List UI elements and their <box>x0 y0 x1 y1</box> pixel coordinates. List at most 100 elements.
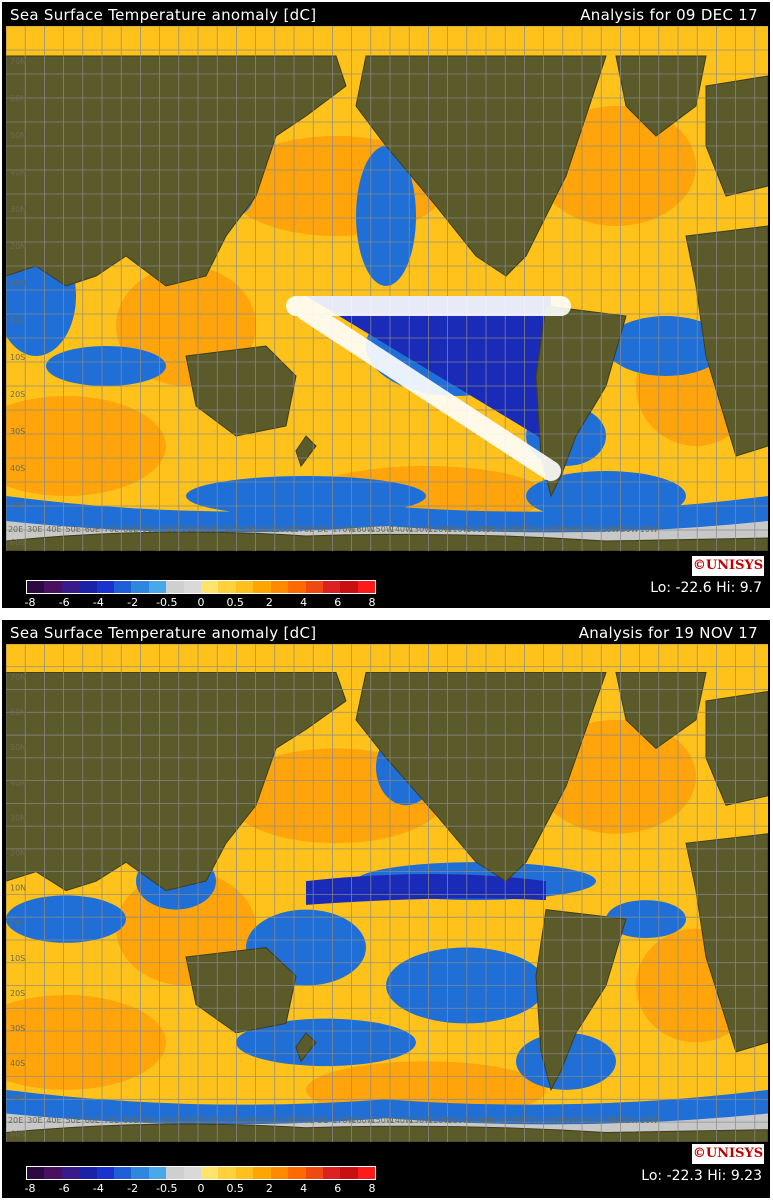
legend-color-bar <box>26 1166 376 1180</box>
sst-map-panel-dec: Sea Surface Temperature anomaly [dC] Ana… <box>2 2 770 608</box>
legend-tick-label: 0 <box>197 1182 205 1195</box>
analysis-date: Analysis for 19 NOV 17 <box>578 624 758 642</box>
lon-label: 110E <box>178 525 200 534</box>
panel-title: Sea Surface Temperature anomaly [dC] <box>10 6 317 24</box>
legend-swatch <box>131 1167 149 1179</box>
lon-label: 150W <box>370 1116 394 1125</box>
legend-swatch <box>322 581 341 593</box>
warm-anomaly <box>6 396 166 496</box>
lon-label: DL <box>317 525 328 534</box>
lat-lon-grid <box>6 644 768 1142</box>
lon-label: 20W <box>620 1116 639 1125</box>
sst-anomaly-map: 70N 60N 50N 40N 30N 20N 10N EQ 10S 20S 30S 40S 50S 60… <box>6 26 768 551</box>
lat-label: 10S <box>10 954 25 963</box>
lat-label: 60S <box>10 538 25 547</box>
legend-swatch <box>218 1167 236 1179</box>
lon-label: 120W <box>428 525 452 534</box>
legend-swatch <box>201 1167 219 1179</box>
legend-swatch <box>270 581 289 593</box>
lon-label: 160E <box>274 1116 295 1125</box>
legend-swatch <box>166 1167 184 1179</box>
legend-tick-label: 4 <box>300 1182 308 1195</box>
lat-label: 50S <box>10 501 25 510</box>
legend-tick-label: -0.5 <box>156 1182 178 1195</box>
lon-label: 90E <box>142 525 158 534</box>
legend-tick-label: 8 <box>368 596 376 608</box>
australia-landmass <box>185 345 297 437</box>
legend-tick-labels: -8 -6 -4 -2 -0.5 0 0.5 2 4 6 8 <box>24 594 376 608</box>
lon-label: 100E <box>159 1116 180 1125</box>
lon-label: 90W <box>486 525 505 534</box>
legend-swatch <box>79 1167 97 1179</box>
lon-label: 30W <box>601 1116 620 1125</box>
legend-swatch <box>340 581 358 593</box>
lon-label: 60W <box>543 1116 562 1125</box>
legend-tick-label: -8 <box>24 1182 36 1195</box>
lon-label: 20W <box>620 525 639 534</box>
legend-tick-labels: -8 -6 -4 -2 -0.5 0 0.5 2 4 6 8 <box>24 1180 376 1196</box>
legend-swatch <box>253 1167 271 1179</box>
legend-tick-label: 2 <box>265 1182 273 1195</box>
lon-label: 10W <box>639 1116 658 1125</box>
legend-tick-label: 2 <box>265 596 273 608</box>
lat-label: 40S <box>10 1059 25 1068</box>
legend-swatch <box>61 1167 80 1179</box>
lon-label: 30E <box>27 1116 43 1125</box>
lat-label: 40N <box>10 779 26 788</box>
lon-label: 150E <box>255 525 276 534</box>
legend-tick-label: 6 <box>334 1182 342 1195</box>
antarctica-landmass <box>6 1123 768 1142</box>
lon-label: 70E <box>103 1116 120 1125</box>
legend-swatch <box>183 581 202 593</box>
lon-label: 170W <box>332 1116 356 1125</box>
legend-swatch <box>96 1167 115 1179</box>
lon-label: 100E <box>159 525 180 534</box>
legend-tick-label: 4 <box>300 596 308 608</box>
lon-label: DL <box>317 1116 328 1125</box>
legend-swatch <box>61 581 80 593</box>
legend-swatch <box>340 1167 358 1179</box>
lon-label: 40W <box>582 1116 601 1125</box>
lon-label: 130E <box>217 525 238 534</box>
legend-swatch <box>183 1167 202 1179</box>
legend-swatch <box>96 581 115 593</box>
longitude-labels: 20E 30E 40E 50E 60E 70E 80E 90E 100E110E120E130E… <box>6 525 694 551</box>
new-zealand-landmass <box>295 435 317 468</box>
lon-label: 80W <box>505 1116 524 1125</box>
lon-label: 140E <box>236 525 257 534</box>
legend-tick-label: 0 <box>197 596 205 608</box>
lat-label: 10N <box>10 279 26 288</box>
lon-label: 110E <box>178 1116 200 1125</box>
legend-swatch <box>114 581 132 593</box>
legend-swatch <box>27 1167 45 1179</box>
lon-label: 160W <box>351 525 375 534</box>
legend-tick-label: 0.5 <box>226 596 244 608</box>
lat-label: 50N <box>10 743 26 752</box>
analysis-date: Analysis for 09 DEC 17 <box>580 6 758 24</box>
lon-label: 130W <box>408 1116 433 1125</box>
legend-swatch <box>148 1167 167 1179</box>
lon-label: 30E <box>27 525 43 534</box>
lon-label: 130E <box>217 1116 238 1125</box>
sst-anomaly-map: 70N 60N 50N 40N 30N 20N 10N EQ 10S 20S 30S 40S 50S 60… <box>6 644 768 1142</box>
lon-label: 60E <box>84 1116 100 1125</box>
lon-label: 40E <box>46 1116 62 1125</box>
lat-label: 70N <box>10 57 26 66</box>
lon-label: 100W <box>466 525 490 534</box>
color-legend: -8 -6 -4 -2 -0.5 0 0.5 2 4 6 8 <box>24 580 376 608</box>
legend-tick-label: -4 <box>92 1182 104 1195</box>
lon-label: 90W <box>486 1116 505 1125</box>
lon-label: 50W <box>562 525 582 534</box>
europe-landmass <box>705 690 768 806</box>
lat-label: 50N <box>10 131 26 140</box>
legend-tick-label: -8 <box>24 596 36 608</box>
lat-label: 10N <box>10 884 26 893</box>
panel-title: Sea Surface Temperature anomaly [dC] <box>10 624 317 642</box>
legend-swatch <box>131 581 149 593</box>
lon-label: 150E <box>255 1116 276 1125</box>
lon-label: 50W <box>562 1116 582 1125</box>
lon-label: 80W <box>505 525 524 534</box>
lon-label: 60W <box>543 525 562 534</box>
cold-anomaly <box>606 316 726 376</box>
lat-label: 20N <box>10 242 26 251</box>
